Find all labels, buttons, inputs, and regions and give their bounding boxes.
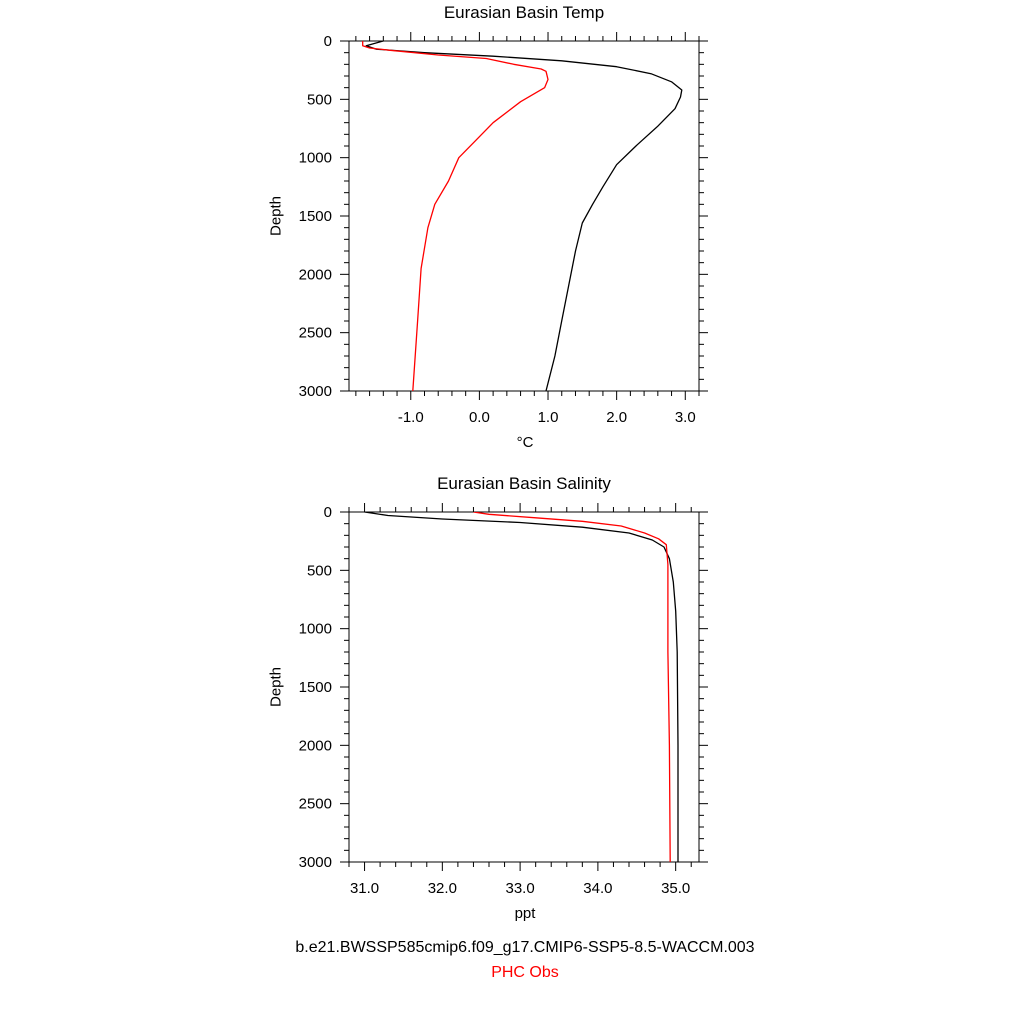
salinity-model-line: [364, 512, 679, 862]
temp-x-tick-label: 1.0: [538, 409, 559, 426]
salinity-x-tick-label: 31.0: [350, 880, 379, 897]
salinity-y-tick-label: 0: [324, 504, 332, 521]
temp-x-tick-label: -1.0: [398, 409, 424, 426]
temp-y-axis-label: Depth: [268, 196, 285, 236]
salinity-y-tick-label: 500: [307, 562, 332, 579]
salinity-x-tick-label: 32.0: [428, 880, 457, 897]
salinity-plot-frame: [348, 511, 700, 863]
temp-x-axis-label: °C: [517, 434, 534, 451]
temp-title: Eurasian Basin Temp: [444, 3, 604, 22]
temp-y-tick-label: 500: [307, 91, 332, 108]
temp-y-tick-label: 3000: [299, 383, 332, 400]
temp-x-tick-label: 2.0: [606, 409, 627, 426]
salinity-y-axis-label: Depth: [268, 667, 285, 707]
temp-obs-line: [362, 41, 549, 391]
temp-y-tick-label: 2500: [299, 325, 332, 342]
salinity-title: Eurasian Basin Salinity: [437, 474, 611, 493]
footer-case-name: b.e21.BWSSP585cmip6.f09_g17.CMIP6-SSP5-8…: [295, 939, 754, 956]
temp-model-line: [365, 41, 683, 391]
temp-x-tick-label: 3.0: [675, 409, 696, 426]
salinity-y-tick-label: 3000: [299, 854, 332, 871]
temp-x-tick-label: 0.0: [469, 409, 490, 426]
salinity-x-tick-label: 34.0: [583, 880, 612, 897]
salinity-chart: Eurasian Basin Salinity ppt Depth 31.0 32.0 3…: [268, 474, 708, 922]
footer-obs-name: PHC Obs: [491, 964, 559, 981]
temp-plot-frame: [348, 40, 700, 392]
salinity-y-tick-label: 1500: [299, 679, 332, 696]
temp-y-tick-label: 0: [324, 33, 332, 50]
salinity-x-tick-label: 33.0: [506, 880, 535, 897]
temp-chart: Eurasian Basin Temp °C Depth -1.0 0.0 1.0 2.0 3…: [268, 3, 708, 451]
temp-y-tick-label: 1500: [299, 208, 332, 225]
salinity-x-axis-label: ppt: [515, 905, 537, 922]
salinity-x-tick-label: 35.0: [661, 880, 690, 897]
salinity-y-tick-label: 1000: [299, 621, 332, 638]
salinity-y-tick-label: 2500: [299, 796, 332, 813]
salinity-y-tick-label: 2000: [299, 737, 332, 754]
temp-y-tick-label: 1000: [299, 150, 332, 167]
salinity-obs-line: [473, 512, 671, 862]
temp-y-tick-label: 2000: [299, 266, 332, 283]
